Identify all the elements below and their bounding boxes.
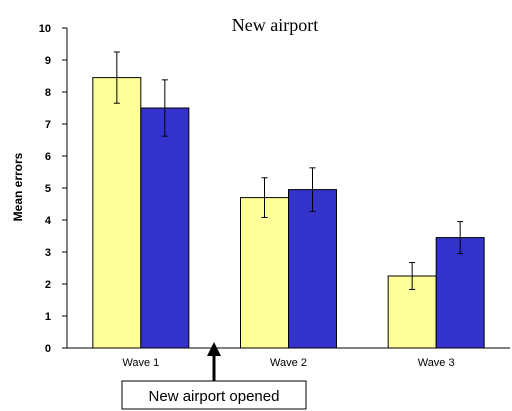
y-tick-label: 2 [45,279,51,291]
bars [92,77,485,349]
annotation-arrow-head [207,342,221,356]
bar [92,77,142,349]
y-tick-label: 5 [45,183,51,195]
y-axis-label: Mean errors [11,152,25,221]
y-tick-label: 1 [45,311,51,323]
error-bars [113,51,464,290]
bar [240,197,289,349]
y-axis-ticks: 0 1 2 3 4 5 6 7 8 9 10 [39,23,67,355]
y-tick-label: 6 [45,151,51,163]
y-tick-label: 0 [45,343,51,355]
y-tick-label: 4 [45,215,52,227]
x-category-label: Wave 2 [270,357,307,369]
bar [288,189,337,349]
y-tick-label: 9 [45,55,51,67]
chart-title: New airport [232,15,318,35]
y-tick-label: 7 [45,119,51,131]
y-tick-label: 8 [45,87,51,99]
bar [140,107,190,349]
x-category-label: Wave 3 [418,357,455,369]
y-tick-label: 10 [39,23,51,35]
annotation-box [121,380,307,410]
y-tick-label: 3 [45,247,51,259]
annotation-text: New airport opened [149,388,280,405]
bar [435,237,485,349]
x-category-label: Wave 1 [122,357,159,369]
x-axis-categories: Wave 1 Wave 2 Wave 3 [122,357,454,369]
annotation: New airport opened [121,342,307,410]
